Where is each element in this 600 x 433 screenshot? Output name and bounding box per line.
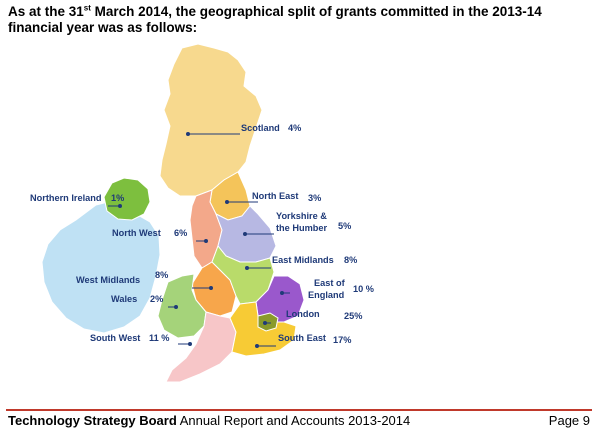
yorkshire-label-line2: the Humber <box>276 223 327 233</box>
footer-divider <box>6 409 592 411</box>
north-west-marker <box>204 239 208 243</box>
south-east-marker <box>255 344 259 348</box>
south-west-label: South West <box>90 333 140 343</box>
east-england-label-line2: England <box>308 290 344 300</box>
north-west-pct: 6% <box>174 228 187 238</box>
heading-pre: As at the 31 <box>8 4 84 19</box>
northern-ireland-label: Northern Ireland <box>30 193 101 203</box>
south-west-marker <box>188 342 192 346</box>
west-midlands-label: West Midlands <box>76 275 140 285</box>
east-england-label-line1: East of <box>314 278 346 288</box>
east-midlands-label: East Midlands <box>272 255 334 265</box>
scotland-region <box>159 43 263 197</box>
scotland-marker <box>186 132 190 136</box>
heading-sup: st <box>83 3 91 13</box>
east-england-marker <box>280 291 284 295</box>
london-pct: 25% <box>344 311 362 321</box>
wales-label: Wales <box>111 294 137 304</box>
west-midlands-marker <box>209 286 213 290</box>
east-midlands-pct: 8% <box>344 255 357 265</box>
west-midlands-pct: 8% <box>155 270 168 280</box>
north-east-label: North East <box>252 191 298 201</box>
scotland-pct: 4% <box>288 123 301 133</box>
yorkshire-marker <box>243 232 247 236</box>
london-marker <box>263 321 267 325</box>
east-midlands-marker <box>245 266 249 270</box>
page-heading: As at the 31st March 2014, the geographi… <box>8 4 593 36</box>
south-west-pct: 11 % <box>149 333 169 343</box>
northern-ireland-marker <box>118 204 122 208</box>
ireland-region <box>41 200 161 334</box>
north-east-pct: 3% <box>308 193 321 203</box>
yorkshire-pct: 5% <box>338 221 351 231</box>
wales-pct: 2% <box>150 294 163 304</box>
wales-marker <box>174 305 178 309</box>
footer-report: Annual Report and Accounts 2013-2014 <box>176 413 411 428</box>
northern-ireland-pct: 1% <box>111 193 124 203</box>
north-west-label: North West <box>112 228 161 238</box>
heading-post: March 2014, the geographical split of gr… <box>8 4 542 35</box>
footer-org: Technology Strategy Board <box>8 413 177 428</box>
page-footer: Technology Strategy Board Annual Report … <box>8 413 590 428</box>
london-label: London <box>286 309 320 319</box>
footer-page-number: Page 9 <box>548 413 590 428</box>
east-england-pct: 10 % <box>353 284 374 294</box>
south-east-pct: 17% <box>333 335 351 345</box>
north-east-marker <box>225 200 229 204</box>
northern-ireland-region <box>103 177 151 221</box>
london-region <box>257 312 279 332</box>
yorkshire-label-line1: Yorkshire & <box>276 211 327 221</box>
scotland-label: Scotland <box>241 123 280 133</box>
south-east-label: South East <box>278 333 326 343</box>
